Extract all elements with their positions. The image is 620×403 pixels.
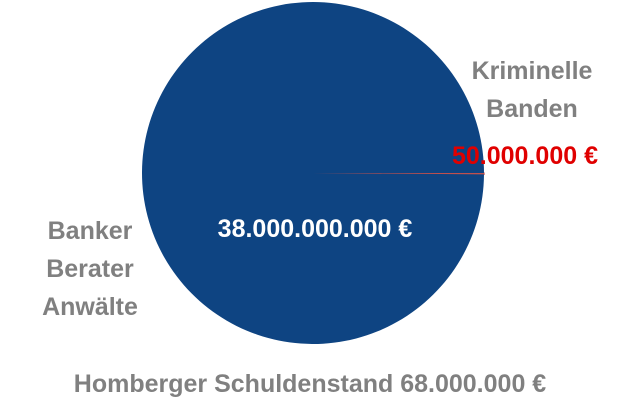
category-label: Kriminelle Banden — [471, 57, 593, 123]
chart-title: Homberger Schuldenstand 68.000.000 € — [73, 370, 547, 398]
pie-slice — [142, 1, 485, 344]
value-label: 38.000.000.000 € — [217, 215, 413, 243]
value-label: 50.000.000 € — [452, 142, 598, 170]
pie-slice — [312, 172, 485, 176]
category-label: Banker Berater Anwälte — [42, 217, 138, 321]
